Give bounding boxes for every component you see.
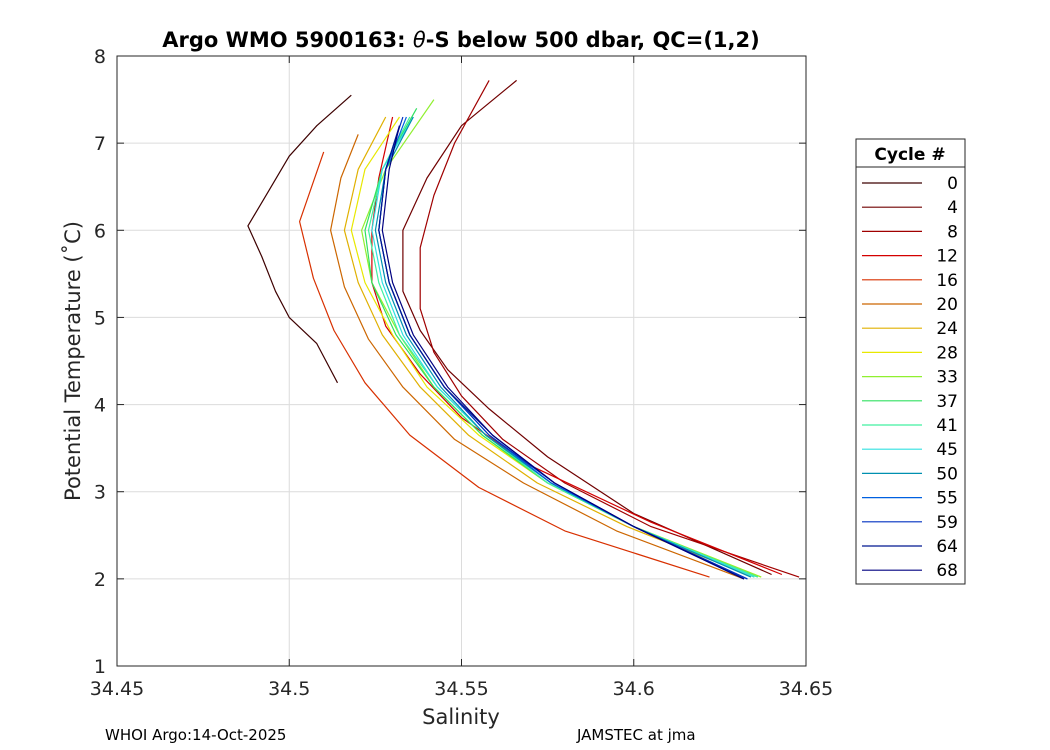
legend-label-20: 20 (936, 295, 958, 315)
series-line-cycle-8 (419, 80, 800, 578)
y-tick-label: 6 (94, 220, 106, 242)
legend-label-55: 55 (936, 489, 958, 509)
legend-label-68: 68 (936, 561, 958, 581)
y-tick-label: 7 (94, 133, 106, 155)
legend-box (855, 138, 966, 585)
legend: Cycle # 0 4 8 12 16 20 24 28 33 37 41 45 50 55 59 64 68 (855, 138, 966, 585)
legend-label-33: 33 (936, 368, 958, 388)
y-tick-label: 8 (94, 46, 106, 68)
series-line-cycle-4 (402, 79, 772, 576)
series-line-cycle-24 (343, 116, 755, 578)
legend-label-64: 64 (936, 537, 958, 557)
legend-label-4: 4 (947, 198, 958, 218)
x-tick-label: 34.65 (779, 678, 833, 700)
title-theta: θ (413, 28, 426, 52)
series-line-cycle-16 (299, 151, 710, 578)
series-line-cycle-20 (330, 134, 745, 580)
chart-title: Argo WMO 5900163: θ-S below 500 dbar, QC… (162, 28, 759, 52)
title-prefix: Argo WMO 5900163: (162, 28, 413, 52)
y-tick-label: 5 (94, 307, 106, 329)
y-tick-label: 4 (94, 395, 106, 417)
legend-label-59: 59 (936, 513, 958, 533)
legend-label-16: 16 (936, 271, 958, 291)
legend-label-8: 8 (947, 222, 958, 242)
legend-label-0: 0 (947, 174, 958, 194)
legend-title: Cycle # (874, 145, 945, 165)
legend-label-12: 12 (936, 247, 958, 267)
plot-area: 34.45 34.5 34.55 34.6 34.65 1 2 3 4 5 6 7 8 (90, 46, 833, 700)
legend-label-24: 24 (936, 319, 958, 339)
ticks (116, 55, 807, 667)
legend-label-41: 41 (936, 416, 958, 436)
y-tick-label: 3 (94, 482, 106, 504)
series-line-cycle-41 (367, 116, 759, 578)
legend-label-50: 50 (936, 464, 958, 484)
legend-label-45: 45 (936, 440, 958, 460)
y-tick-label: 2 (94, 569, 106, 591)
series-line-cycle-0 (247, 94, 352, 384)
x-axis-label: Salinity (422, 705, 500, 729)
legend-entries: 0 4 8 12 16 20 24 28 33 37 41 45 50 55 59 64 68 (862, 174, 958, 581)
legend-label-28: 28 (936, 343, 958, 363)
legend-label-37: 37 (936, 392, 958, 412)
y-tick-label: 1 (94, 656, 106, 678)
x-tick-label: 34.55 (434, 678, 488, 700)
series-line-cycle-68 (381, 125, 745, 580)
footer-source: WHOI Argo:14-Oct-2025 (105, 726, 287, 744)
series-group (247, 79, 800, 580)
x-tick-label: 34.45 (90, 678, 144, 700)
x-tick-label: 34.5 (268, 678, 310, 700)
grid (116, 55, 807, 667)
footer-credit: JAMSTEC at jma (577, 726, 696, 744)
title-suffix: -S below 500 dbar, QC=(1,2) (426, 28, 760, 52)
tick-labels: 34.45 34.5 34.55 34.6 34.65 1 2 3 4 5 6 7 8 (90, 46, 833, 700)
y-axis-label: Potential Temperature (˚C) (61, 221, 85, 501)
x-tick-label: 34.6 (613, 678, 655, 700)
